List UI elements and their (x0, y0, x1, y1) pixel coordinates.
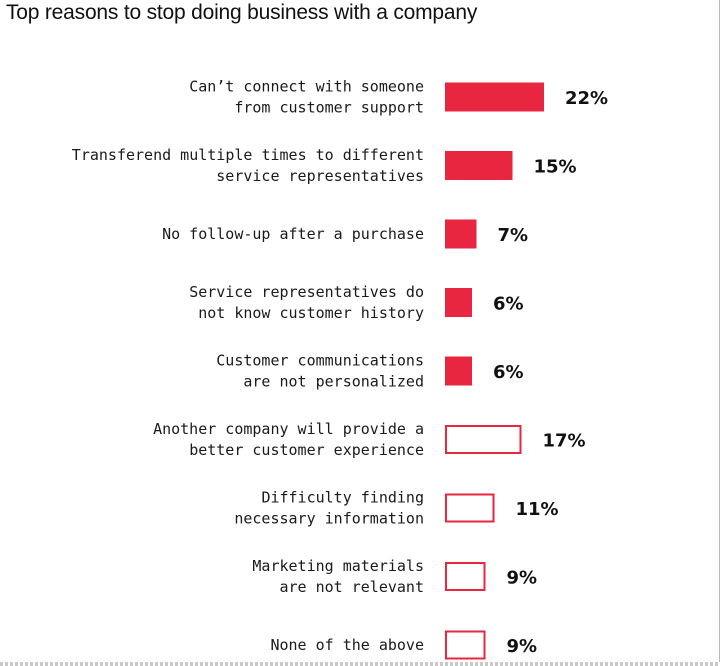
category-label: Can’t connect with someone from customer … (189, 78, 424, 117)
bar-filled (445, 356, 472, 386)
category-label: Marketing materials are not relevant (252, 557, 424, 596)
value-label: 6% (493, 294, 524, 315)
value-label: 22% (565, 88, 608, 109)
bar-outline (445, 562, 486, 591)
page-edge-bottom (0, 662, 720, 666)
value-label: 15% (534, 157, 577, 178)
category-label: No follow-up after a purchase (162, 225, 424, 243)
bar-filled (445, 151, 513, 180)
value-label: 9% (507, 568, 538, 589)
category-label: Another company will provide a better cus… (153, 420, 424, 459)
chart-title: Top reasons to stop doing business with … (6, 1, 478, 24)
category-label: Difficulty finding necessary information (234, 489, 424, 528)
bar-filled (445, 288, 472, 317)
category-label: Service representatives do not know custo… (189, 283, 424, 322)
value-label: 6% (493, 362, 524, 383)
bar-outline (445, 493, 495, 523)
bar-filled (445, 219, 477, 249)
bar-outline (445, 630, 486, 660)
bar-outline (445, 425, 522, 454)
value-label: 9% (507, 636, 538, 657)
category-label: Transferend multiple times to different s… (72, 146, 424, 185)
value-label: 11% (516, 499, 559, 520)
category-label: Customer communications are not personali… (216, 352, 424, 391)
value-label: 7% (498, 225, 529, 246)
bar-filled (445, 82, 544, 112)
value-label: 17% (543, 431, 586, 452)
category-label: None of the above (270, 636, 424, 654)
